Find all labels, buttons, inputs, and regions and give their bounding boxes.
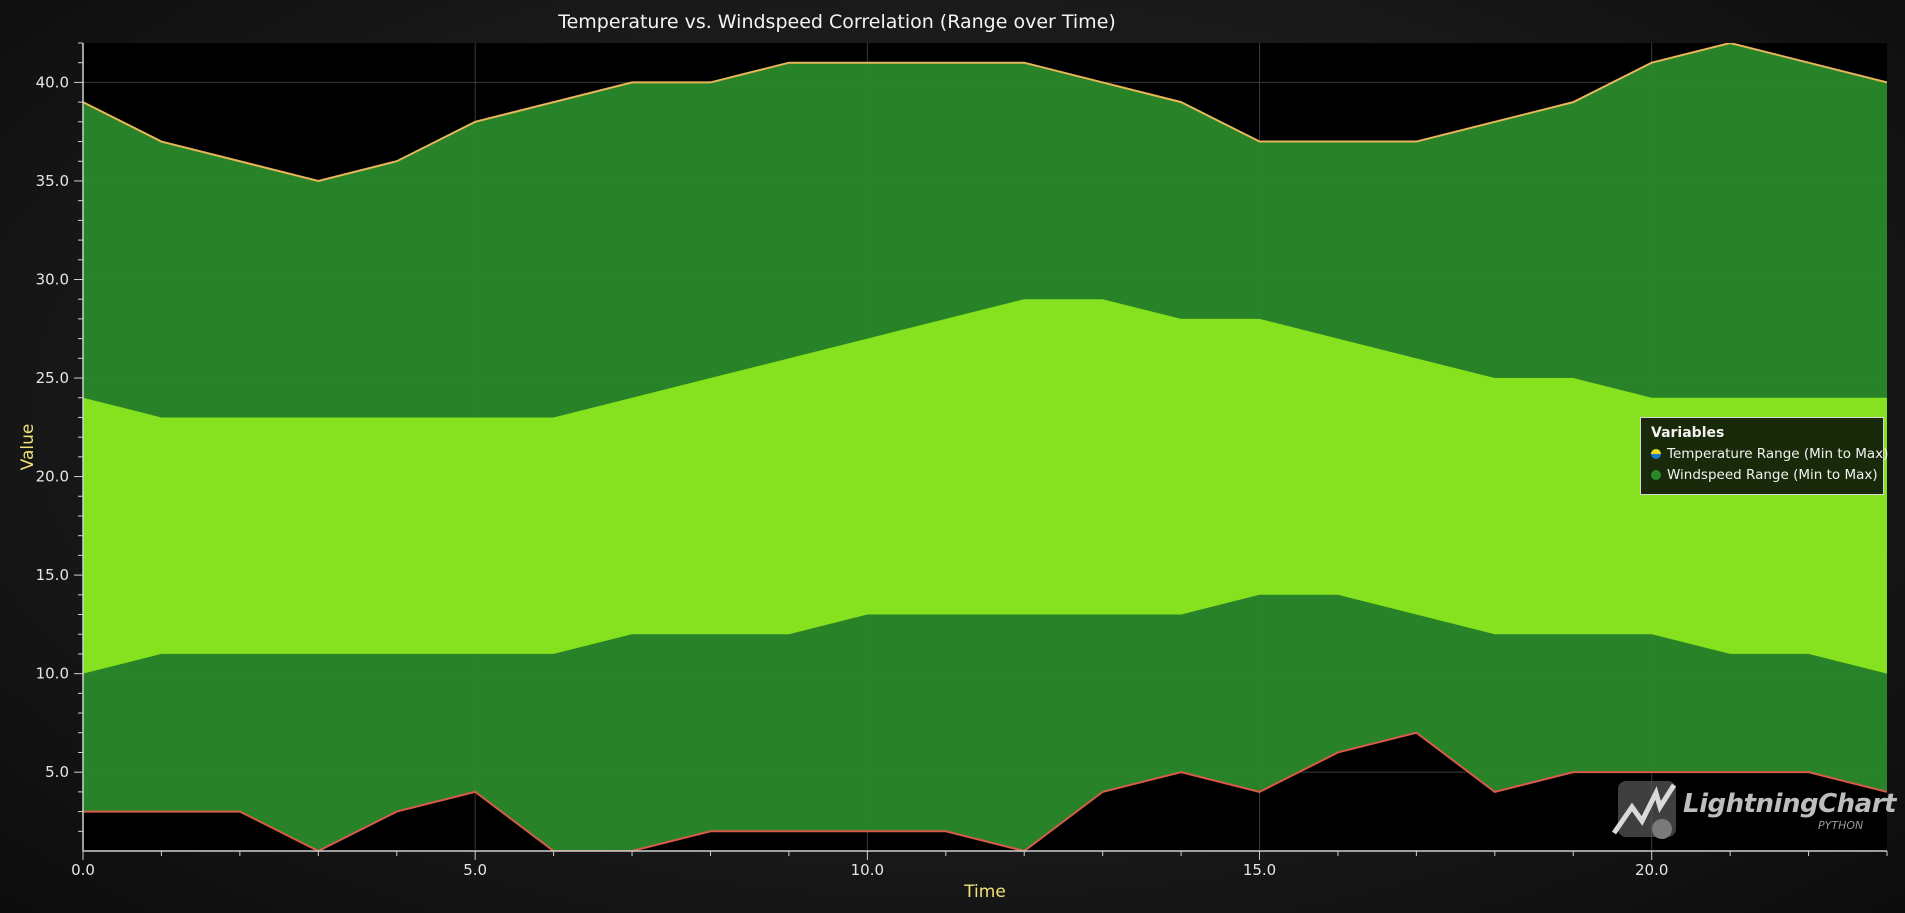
y-tick-label: 15.0 — [36, 566, 69, 584]
y-tick-label: 20.0 — [36, 468, 69, 486]
y-tick-label: 25.0 — [36, 369, 69, 387]
legend-label-windspeed: Windspeed Range (Min to Max) — [1667, 467, 1878, 483]
y-tick-label: 5.0 — [45, 763, 69, 781]
x-tick-label: 20.0 — [1635, 861, 1668, 879]
x-axis-title: Time — [963, 882, 1006, 902]
x-tick-label: 10.0 — [851, 861, 884, 879]
x-tick-label: 15.0 — [1243, 861, 1276, 879]
logo-subtext: PYTHON — [1818, 819, 1864, 832]
axes: 0.0 5.0 10.0 15.0 20.0 5.0 10.0 15.0 20.0 25.0 30.… — [36, 42, 1888, 879]
chart-title: Temperature vs. Windspeed Correlation (R… — [557, 11, 1116, 33]
lightning-logo-icon — [1611, 781, 1677, 839]
windspeed-max-line — [83, 43, 1887, 182]
y-tick-label: 35.0 — [36, 172, 69, 190]
lightningchart-logo: LightningChart PYTHON — [1608, 775, 1898, 845]
y-tick-label: 40.0 — [36, 73, 69, 91]
legend-label-temperature: Temperature Range (Min to Max) — [1667, 446, 1889, 462]
logo-text: LightningChart — [1683, 789, 1896, 819]
x-tick-label: 0.0 — [71, 861, 95, 879]
legend-item-temperature[interactable]: Temperature Range (Min to Max) — [1651, 446, 1888, 462]
windspeed-min-line — [83, 731, 1887, 851]
legend-swatch-temperature-icon — [1651, 449, 1661, 459]
temperature-range-area — [83, 299, 1887, 674]
legend-item-windspeed[interactable]: Windspeed Range (Min to Max) — [1651, 467, 1878, 483]
legend-title: Variables — [1651, 425, 1725, 441]
legend-swatch-windspeed-icon — [1651, 470, 1661, 480]
y-axis-title: Value — [18, 424, 38, 471]
y-tick-label: 10.0 — [36, 665, 69, 683]
legend: Variables Temperature Range (Min to Max)… — [1640, 417, 1888, 495]
series-areas — [83, 43, 1887, 851]
y-tick-label: 30.0 — [36, 270, 69, 288]
x-tick-label: 5.0 — [463, 861, 487, 879]
